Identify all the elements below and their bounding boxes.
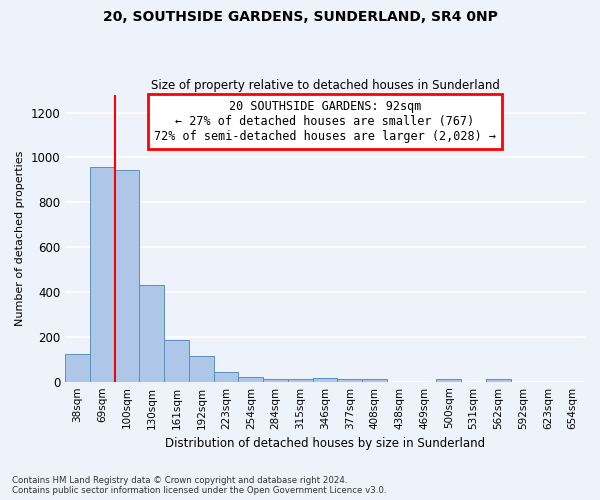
Bar [362,380,387,382]
Text: 20 SOUTHSIDE GARDENS: 92sqm
← 27% of detached houses are smaller (767)
72% of se: 20 SOUTHSIDE GARDENS: 92sqm ← 27% of det… [154,100,496,144]
Bar [486,380,511,382]
Y-axis label: Number of detached properties: Number of detached properties [15,150,25,326]
Bar [214,372,238,382]
Text: 20, SOUTHSIDE GARDENS, SUNDERLAND, SR4 0NP: 20, SOUTHSIDE GARDENS, SUNDERLAND, SR4 0… [103,10,497,24]
X-axis label: Distribution of detached houses by size in Sunderland: Distribution of detached houses by size … [165,437,485,450]
Bar [90,168,115,382]
Bar [337,379,362,382]
Bar [189,356,214,382]
Bar [436,379,461,382]
Bar [263,379,288,382]
Bar [139,285,164,382]
Bar [238,377,263,382]
Bar [313,378,337,382]
Bar [288,380,313,382]
Title: Size of property relative to detached houses in Sunderland: Size of property relative to detached ho… [151,79,500,92]
Bar [115,170,139,382]
Bar [164,340,189,382]
Text: Contains HM Land Registry data © Crown copyright and database right 2024.
Contai: Contains HM Land Registry data © Crown c… [12,476,386,495]
Bar [65,354,90,382]
